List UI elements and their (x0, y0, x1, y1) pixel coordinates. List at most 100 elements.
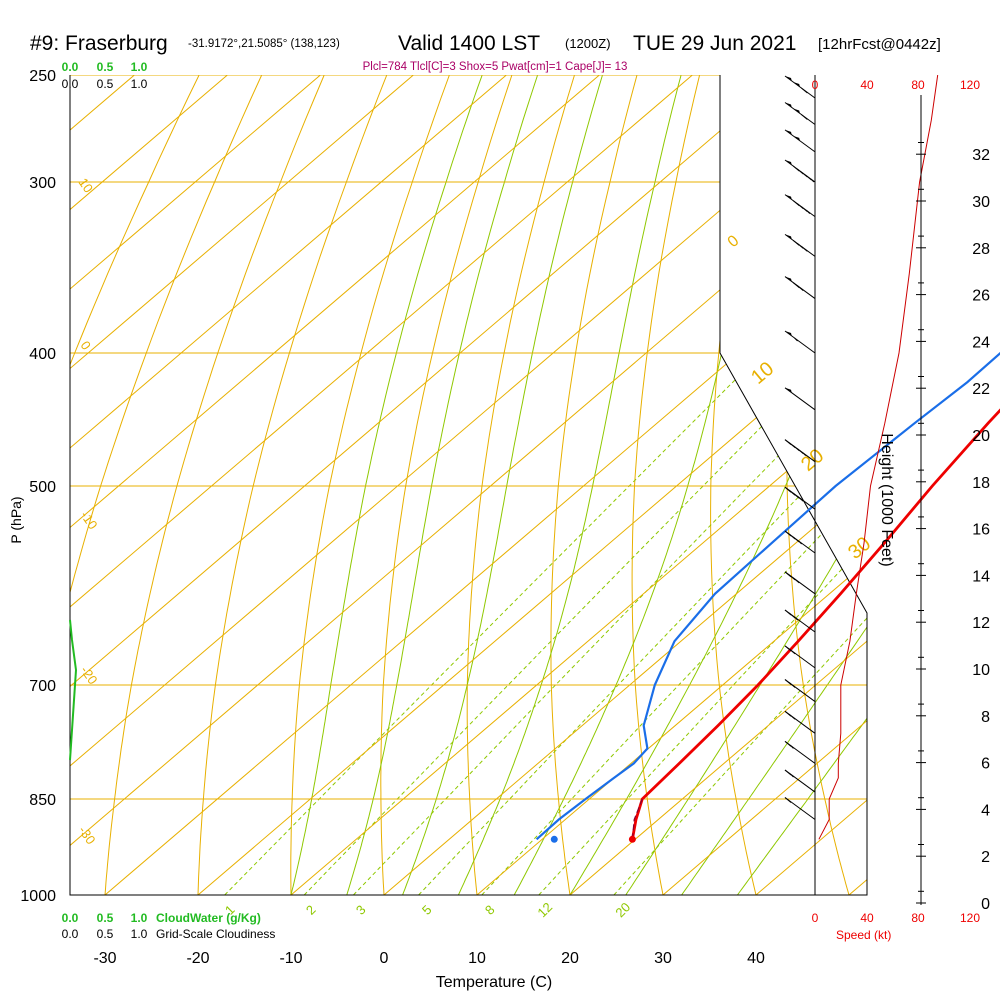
cloud-axis-bottom: 0.0 0.5 1.0 0.0 0.5 1.0 (62, 911, 148, 941)
wind-barb-flag (793, 135, 800, 141)
cloud-tick: 0.5 (97, 77, 114, 91)
wind-barb-half (790, 745, 794, 749)
wind-barb (784, 75, 816, 99)
parcel-line (631, 798, 643, 840)
mixing-ratio-label: 12 (534, 899, 555, 920)
wind-speed-tick: 120 (960, 911, 980, 925)
cloud-tick: 1.0 (131, 60, 148, 74)
cloud-tick: 1.0 (131, 927, 148, 941)
height-tick-label: 32 (972, 147, 990, 164)
wind-barb-flag (785, 234, 792, 240)
mixing-ratio-label: 20 (612, 899, 633, 920)
wind-barb (784, 571, 816, 595)
moist-adiabat-line (681, 75, 867, 895)
isotherm-line (70, 75, 867, 895)
isotherm-line (70, 75, 600, 895)
pressure-tick-label: 400 (29, 346, 56, 363)
isotherm-line (569, 75, 867, 895)
isotherm-line (70, 75, 135, 895)
valid-date: TUE 29 Jun 2021 (633, 32, 796, 55)
wind-barb-full (801, 114, 808, 120)
theta-label: 10 (747, 358, 778, 389)
mixing-ratio-label: 8 (482, 902, 498, 918)
cloud-tick: 1.0 (131, 77, 148, 91)
height-tick-label: 12 (972, 615, 990, 632)
moist-adiabat-line (290, 75, 483, 895)
wind-speed-profile (818, 75, 939, 840)
dry-adiabat-label: -10 (78, 508, 101, 532)
wind-barb (784, 530, 816, 554)
wind-barb-flag (785, 331, 792, 336)
wind-barbs (784, 75, 816, 820)
wind-barb-full (801, 206, 808, 213)
wind-barb-full (784, 741, 792, 747)
wind-barb (784, 233, 816, 257)
cloud-tick: 0.0 (62, 60, 79, 74)
wind-barb-flag (785, 387, 792, 393)
isotherm-line (70, 75, 507, 895)
isotherm-line (70, 75, 786, 895)
pressure-tick-label: 1000 (20, 888, 56, 905)
wind-barb-flag (785, 276, 792, 282)
wind-barb-flag (785, 102, 792, 108)
temperature-tick-label: -30 (93, 950, 116, 967)
isotherm-line (476, 75, 867, 895)
wind-barb-full (796, 448, 804, 455)
wind-speed-axis: 0 0 40 40 80 80 120 120 (812, 75, 980, 925)
wind-speed-tick: 0 (812, 78, 819, 92)
x-axis-label: Temperature (C) (436, 974, 552, 991)
cloud-tick: 0.5 (97, 927, 114, 941)
wind-barb (784, 797, 816, 820)
surface-temperature-dot (628, 835, 636, 843)
wind-barb-flag (785, 76, 792, 82)
wind-barb (784, 387, 816, 411)
height-tick-label: 22 (972, 381, 990, 398)
height-tick-label: 10 (972, 662, 990, 679)
mixing-ratio-label: 2 (303, 902, 319, 918)
forecast-info: [12hrFcst@0442z] (818, 36, 941, 53)
cloud-water-line (69, 619, 78, 761)
wind-barb-half (794, 616, 798, 621)
wind-barb-full (788, 713, 796, 720)
wind-barb-half (802, 452, 807, 457)
wind-speed-tick: 120 (960, 78, 980, 92)
dry-adiabat-line (631, 75, 707, 895)
height-tick-label: 24 (972, 334, 990, 351)
wind-barb (784, 609, 816, 633)
wind-barb-half (806, 210, 811, 214)
wind-speed-tick: 80 (911, 78, 925, 92)
pressure-tick-label: 250 (29, 68, 56, 85)
wind-barb (784, 330, 816, 354)
isotherm-line (70, 75, 693, 895)
dry-adiabat-label: -20 (78, 663, 101, 687)
height-tick-label: 30 (972, 194, 990, 211)
height-tick-label: 2 (981, 849, 990, 866)
wind-speed-tick: 40 (860, 78, 874, 92)
station-coords: -31.9172°,21.5085° (138,123) (188, 38, 340, 50)
height-tick-label: 8 (981, 709, 990, 726)
isotherm-line (70, 75, 321, 895)
wind-barb-full (784, 769, 792, 776)
cloudwater-label: CloudWater (g/Kg) (156, 911, 261, 925)
wind-barb (784, 439, 816, 463)
utc-time: (1200Z) (565, 36, 611, 51)
dewpoint-line (535, 351, 1000, 841)
dry-adiabat-line (70, 75, 212, 895)
height-tick-label: 20 (972, 428, 990, 445)
moist-adiabat-line (736, 75, 867, 895)
wind-barb-half (790, 773, 794, 778)
pressure-tick-label: 700 (29, 678, 56, 695)
wind-barb-full (801, 87, 808, 94)
dry-adiabat-line (70, 75, 274, 895)
mixing-ratio-label: 3 (353, 902, 369, 918)
wind-barb-half (798, 540, 802, 545)
dry-adiabat-line (380, 75, 521, 895)
wind-barb (784, 102, 816, 125)
temperature-line (631, 408, 1000, 840)
height-tick-label: 26 (972, 288, 990, 305)
dry-adiabat-label: -30 (76, 823, 99, 847)
temperature-tick-label: -20 (186, 950, 209, 967)
wind-barb (784, 486, 816, 510)
isotherm-line (290, 75, 867, 895)
